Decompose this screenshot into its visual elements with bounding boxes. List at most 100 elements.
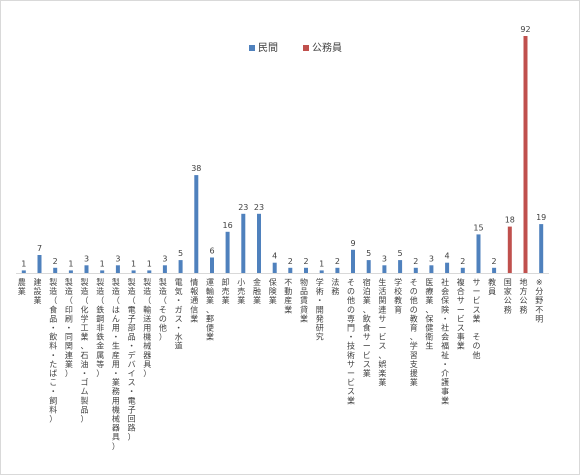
bar-19 bbox=[319, 270, 324, 273]
bar-28 bbox=[460, 267, 465, 273]
category-label-4: 製造（化学工業、石油・ゴム製品） bbox=[81, 277, 89, 424]
legend-label-0: 民間 bbox=[258, 42, 278, 54]
value-label-13: 16 bbox=[223, 221, 233, 230]
value-label-12: 6 bbox=[209, 247, 214, 256]
value-label-19: 1 bbox=[319, 259, 324, 268]
value-label-2: 2 bbox=[53, 257, 58, 266]
category-label-5: 製造（鉄鋼非鉄金属等） bbox=[96, 277, 104, 378]
category-label-19: 学術・開発研究 bbox=[316, 277, 324, 342]
value-label-1: 7 bbox=[37, 244, 42, 253]
value-label-20: 2 bbox=[335, 257, 340, 266]
bar-5 bbox=[100, 270, 105, 273]
bar-31 bbox=[507, 226, 512, 273]
value-label-4: 3 bbox=[84, 254, 89, 263]
category-label-24: 学校教育 bbox=[394, 277, 402, 314]
category-label-7: 製造（電子部品・デバイス・電子回路） bbox=[128, 277, 136, 442]
category-label-17: 不動産業 bbox=[284, 278, 292, 314]
bar-14 bbox=[241, 213, 246, 274]
category-label-13: 卸売業 bbox=[222, 277, 230, 305]
bar-24 bbox=[398, 260, 403, 273]
category-label-2: 製造（食品・飲料・たばこ・飼料） bbox=[49, 277, 57, 424]
bar-1 bbox=[37, 255, 42, 273]
bar-29 bbox=[476, 234, 481, 273]
bar-20 bbox=[335, 267, 340, 273]
value-label-17: 2 bbox=[288, 257, 293, 266]
category-label-9: 製造（その他） bbox=[159, 277, 167, 342]
value-label-8: 1 bbox=[147, 259, 152, 268]
category-label-6: 製造（はん用・生産用・業務用機械器具） bbox=[112, 277, 120, 451]
value-label-9: 3 bbox=[162, 254, 167, 263]
category-label-12: 運輸業、郵便業 bbox=[206, 278, 214, 342]
value-label-21: 9 bbox=[350, 239, 355, 248]
bar-2 bbox=[53, 267, 58, 273]
value-label-32: 92 bbox=[520, 25, 530, 34]
bar-13 bbox=[225, 231, 230, 273]
value-label-33: 19 bbox=[536, 213, 546, 222]
value-label-22: 5 bbox=[366, 249, 371, 258]
legend-label-1: 公務員 bbox=[312, 41, 342, 54]
value-label-18: 2 bbox=[303, 257, 308, 266]
category-label-23: 生活関連サービス、娯楽業 bbox=[378, 277, 386, 387]
value-label-14: 23 bbox=[238, 203, 248, 212]
value-label-10: 5 bbox=[178, 249, 183, 258]
value-label-29: 15 bbox=[473, 223, 483, 232]
bar-11 bbox=[194, 175, 199, 273]
value-label-24: 5 bbox=[398, 249, 403, 258]
category-label-10: 電気・ガス・水道 bbox=[175, 278, 183, 351]
bar-22 bbox=[366, 260, 371, 273]
legend-swatch-0 bbox=[249, 45, 255, 51]
value-label-11: 38 bbox=[191, 164, 201, 173]
value-label-31: 18 bbox=[505, 216, 515, 225]
category-label-18: 物品賃貸業 bbox=[300, 277, 308, 323]
bar-7 bbox=[131, 270, 136, 273]
legend: 民間 公務員 bbox=[249, 41, 342, 54]
bar-33 bbox=[539, 224, 544, 273]
category-label-1: 建設業 bbox=[34, 277, 42, 305]
value-label-15: 23 bbox=[254, 203, 264, 212]
bar-3 bbox=[68, 270, 73, 273]
bar-25 bbox=[413, 267, 418, 273]
value-label-5: 1 bbox=[100, 259, 105, 268]
value-label-6: 3 bbox=[115, 254, 120, 263]
value-label-3: 1 bbox=[68, 259, 73, 268]
category-label-16: 保険業 bbox=[269, 277, 277, 305]
bar-17 bbox=[288, 267, 293, 273]
bar-4 bbox=[84, 265, 89, 273]
bar-0 bbox=[21, 270, 26, 273]
category-label-14: 小売業 bbox=[237, 278, 245, 305]
bar-16 bbox=[272, 262, 277, 273]
bar-32 bbox=[523, 36, 528, 273]
category-label-33: ※分野不明 bbox=[535, 278, 543, 323]
value-label-23: 3 bbox=[382, 254, 387, 263]
category-label-20: 法務 bbox=[331, 277, 339, 296]
value-label-27: 4 bbox=[445, 252, 450, 261]
value-label-30: 2 bbox=[492, 257, 497, 266]
bar-8 bbox=[147, 270, 152, 273]
bar-10 bbox=[178, 260, 183, 273]
bar-30 bbox=[492, 267, 497, 273]
category-label-32: 地方公務 bbox=[520, 277, 528, 314]
bar-23 bbox=[382, 265, 387, 273]
bar-26 bbox=[429, 265, 434, 273]
value-label-26: 3 bbox=[429, 254, 434, 263]
value-label-0: 1 bbox=[21, 259, 26, 268]
value-label-25: 2 bbox=[413, 257, 418, 266]
bar-27 bbox=[445, 262, 450, 273]
category-label-3: 製造（印刷・同関連業） bbox=[65, 277, 73, 378]
category-label-11: 情報通信業 bbox=[190, 277, 198, 323]
category-label-26: 医療業、保健衛生 bbox=[425, 278, 433, 351]
value-label-16: 4 bbox=[272, 252, 277, 261]
bar-12 bbox=[210, 257, 214, 273]
bar-18 bbox=[304, 267, 308, 273]
bar-9 bbox=[162, 265, 167, 273]
category-label-8: 製造（輸送用機械器具） bbox=[143, 277, 151, 378]
value-label-28: 2 bbox=[460, 257, 465, 266]
bar-6 bbox=[115, 265, 120, 273]
bar-21 bbox=[351, 249, 355, 273]
value-label-7: 1 bbox=[131, 259, 136, 268]
legend-swatch-1 bbox=[303, 45, 309, 51]
